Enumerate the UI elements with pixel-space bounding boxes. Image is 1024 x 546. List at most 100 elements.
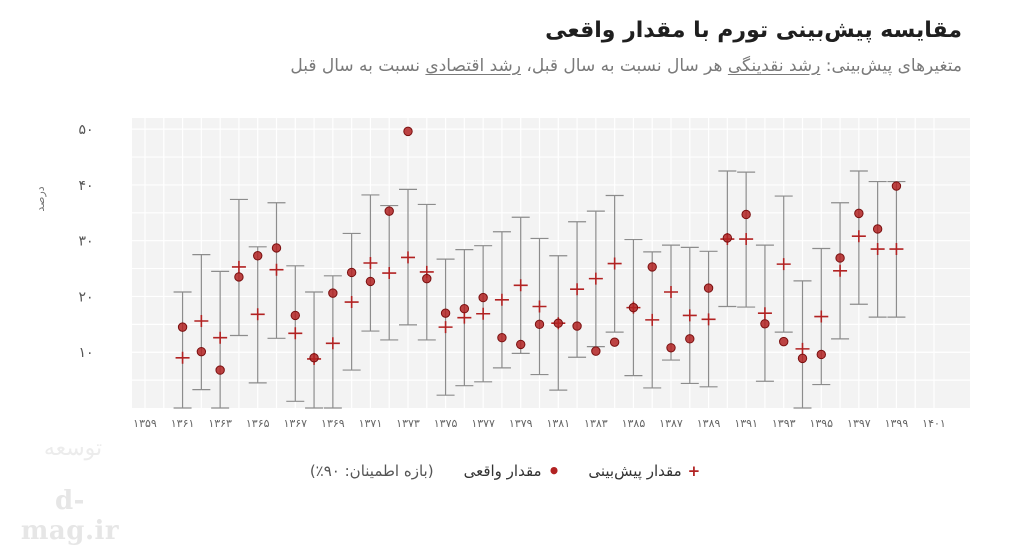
logo: توسعه d-mag.ir — [10, 436, 130, 546]
predicted-point — [457, 311, 472, 324]
y-tick-label: ۳۰ — [78, 234, 93, 250]
x-tick-label: ۱۳۸۹ — [697, 417, 721, 430]
x-tick-label: ۱۳۷۵ — [434, 417, 458, 430]
x-tick-label: ۱۳۵۹ — [133, 417, 157, 430]
legend-label-actual: مقدار واقعی — [463, 462, 542, 480]
y-tick-label: ۵۰ — [78, 122, 93, 138]
subtitle-suffix: نسبت به سال قبل — [290, 56, 426, 76]
predicted-point — [851, 230, 866, 243]
x-tick-label: ۱۳۶۱ — [171, 417, 195, 430]
predicted-point — [682, 309, 697, 322]
actual-point — [779, 336, 789, 347]
actual-point — [534, 319, 545, 330]
actual-point — [872, 224, 883, 234]
y-tick-label: ۲۰ — [78, 289, 93, 305]
actual-point — [685, 334, 695, 344]
legend-interval-note: (بازه اطمینان: ۹۰٪) — [309, 462, 434, 480]
data-series — [173, 126, 906, 409]
actual-point — [328, 288, 338, 298]
actual-point — [553, 318, 563, 328]
predicted-point — [382, 267, 397, 280]
predicted-point — [664, 286, 678, 298]
actual-point — [290, 310, 300, 321]
actual-point — [271, 243, 282, 253]
plot-area — [132, 118, 970, 408]
actual-point — [215, 365, 225, 375]
legend-item-predicted: + مقدار پیش‌بینی — [588, 462, 700, 480]
x-tick-label: ۱۳۹۱ — [734, 417, 758, 430]
actual-point — [572, 321, 582, 331]
actual-point — [309, 353, 319, 363]
predicted-point — [570, 283, 585, 296]
predicted-point — [231, 260, 246, 273]
y-tick-label: ۱۰ — [78, 345, 93, 361]
x-tick-label: ۱۳۷۹ — [509, 417, 533, 430]
predicted-point — [438, 321, 453, 334]
plus-icon: + — [687, 462, 701, 480]
predicted-point — [325, 337, 340, 350]
predicted-point — [532, 300, 547, 313]
logo-text: d-mag.ir — [20, 486, 120, 546]
predicted-point — [739, 233, 754, 246]
predicted-point — [795, 342, 810, 355]
logo-mark: توسعه — [43, 436, 103, 461]
dot-icon: • — [547, 458, 561, 483]
subtitle-middle: هر سال نسبت به سال قبل، — [520, 56, 728, 76]
subtitle-prefix: متغیرهای پیش‌بینی: — [820, 56, 962, 76]
predicted-point — [175, 351, 190, 364]
actual-point — [346, 267, 357, 278]
actual-point — [722, 233, 733, 243]
predicted-point — [701, 313, 716, 326]
actual-point — [816, 349, 826, 360]
predicted-point — [814, 310, 829, 323]
actual-point — [891, 181, 902, 191]
chart-subtitle: متغیرهای پیش‌بینی: رشد نقدینگی هر سال نس… — [290, 56, 962, 76]
predicted-point — [588, 272, 603, 285]
subtitle-variable-economic-growth: رشد اقتصادی — [425, 56, 521, 76]
y-tick-label: ۴۰ — [78, 178, 93, 194]
x-tick-label: ۱۳۷۷ — [471, 417, 495, 430]
actual-point — [196, 346, 207, 357]
y-axis-label: درصد — [34, 186, 47, 211]
x-tick-label: ۱۳۶۷ — [283, 417, 307, 430]
predicted-point — [889, 243, 904, 256]
predicted-point — [269, 263, 284, 276]
actual-point — [459, 304, 470, 314]
predicted-point — [833, 264, 848, 277]
actual-point — [703, 283, 714, 293]
x-axis-ticks: ۱۳۵۹ ۱۳۶۱ ۱۳۶۳ ۱۳۶۵ ۱۳۶۷ ۱۳۶۹ ۱۳۷۱ ۱۳۷۳ ۱۳۷۵ ۱۳۷۷… — [133, 417, 946, 430]
subtitle-variable-money-growth: رشد نقدینگی — [727, 56, 821, 76]
x-tick-label: ۱۳۶۵ — [246, 417, 270, 430]
chart-title: مقایسه پیش‌بینی تورم با مقدار واقعی — [545, 18, 962, 43]
actual-point — [478, 292, 488, 303]
x-tick-label: ۱۴۰۱ — [922, 417, 946, 430]
x-tick-label: ۱۳۹۹ — [885, 417, 909, 430]
predicted-point — [494, 293, 509, 306]
y-axis-ticks: ۱۰ ۲۰ ۳۰ ۴۰ ۵۰ — [78, 122, 93, 361]
x-tick-label: ۱۳۶۳ — [208, 417, 232, 430]
x-tick-label: ۱۳۷۱ — [359, 417, 383, 430]
actual-point — [234, 272, 244, 282]
actual-point — [516, 339, 526, 350]
x-tick-label: ۱۳۹۵ — [809, 417, 833, 430]
actual-point — [384, 206, 394, 216]
actual-point — [253, 251, 263, 261]
actual-point — [177, 322, 188, 332]
x-tick-label: ۱۳۸۷ — [659, 417, 683, 430]
actual-point — [591, 346, 601, 356]
actual-point — [797, 353, 808, 364]
predicted-point — [607, 257, 622, 270]
x-tick-label: ۱۳۸۱ — [546, 417, 570, 430]
x-tick-label: ۱۳۷۳ — [396, 417, 420, 430]
predicted-point — [870, 243, 885, 256]
actual-point — [609, 337, 620, 347]
actual-point — [365, 276, 376, 287]
x-tick-label: ۱۳۸۵ — [622, 417, 646, 430]
actual-point — [440, 308, 451, 318]
actual-point — [647, 262, 657, 272]
x-tick-label: ۱۳۸۳ — [584, 417, 608, 430]
legend-label-predicted: مقدار پیش‌بینی — [588, 462, 682, 480]
predicted-point — [513, 279, 528, 292]
predicted-point — [401, 251, 415, 264]
